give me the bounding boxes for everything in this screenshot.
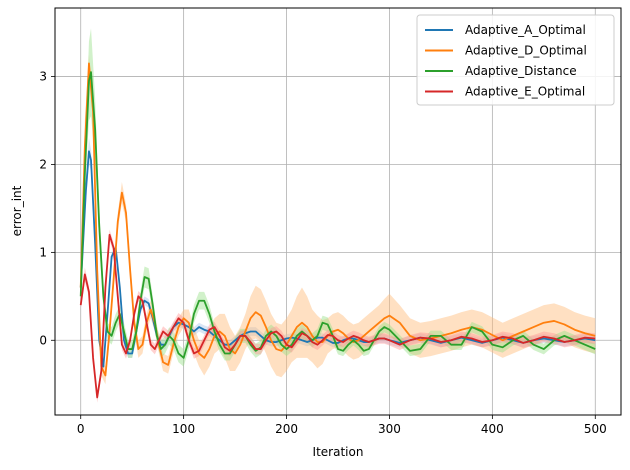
x-tick-label: 200 <box>275 422 298 436</box>
band-adaptive-d-optimal <box>80 54 596 385</box>
x-axis-label: Iteration <box>313 445 364 459</box>
confidence-bands <box>80 28 596 403</box>
legend-label-adaptive-d-optimal: Adaptive_D_Optimal <box>465 44 587 58</box>
plot-frame <box>54 7 622 416</box>
x-tick-label: 500 <box>584 422 607 436</box>
y-tick-label: 1 <box>39 245 47 259</box>
legend-label-adaptive-e-optimal: Adaptive_E_Optimal <box>465 85 585 99</box>
y-tick-label: 2 <box>39 157 47 171</box>
series-line-adaptive-e-optimal <box>79 233 596 399</box>
y-tick-label: 0 <box>39 333 47 347</box>
series-line-adaptive-distance <box>79 71 596 359</box>
series-line-adaptive-d-optimal <box>79 62 596 377</box>
y-axis-ticks: 0 1 2 3 <box>39 70 55 347</box>
x-tick-label: 0 <box>77 422 85 436</box>
legend-box <box>416 14 615 106</box>
y-axis-label: error_int <box>10 185 24 236</box>
y-tick-label: 3 <box>39 70 47 84</box>
x-axis-ticks: 0 100 200 300 400 500 <box>77 415 607 436</box>
x-tick-label: 300 <box>378 422 401 436</box>
legend: Adaptive_A_Optimal Adaptive_D_Optimal Adap… <box>416 14 615 106</box>
x-tick-label: 100 <box>172 422 195 436</box>
legend-label-adaptive-distance: Adaptive_Distance <box>465 64 577 78</box>
legend-label-adaptive-a-optimal: Adaptive_A_Optimal <box>465 23 586 37</box>
x-tick-label: 400 <box>481 422 504 436</box>
series-lines <box>79 62 596 399</box>
